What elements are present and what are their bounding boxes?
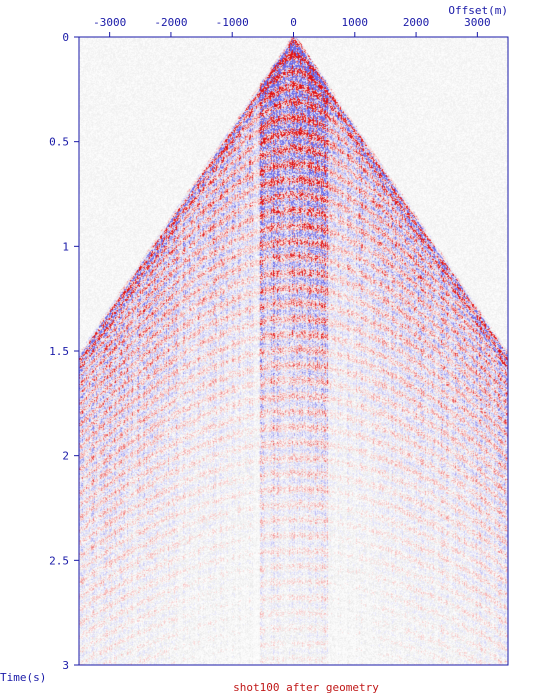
y-tick-label: 0.5 [49, 136, 69, 149]
y-tick-label: 3 [62, 659, 69, 672]
chart-title: shot100 after geometry [233, 681, 379, 694]
x-axis-label: Offset(m) [448, 4, 508, 17]
x-tick-label: 2000 [403, 16, 430, 29]
y-tick-label: 2.5 [49, 554, 69, 567]
x-tick-label: 1000 [342, 16, 369, 29]
seismic-amplitude-image [79, 37, 508, 665]
y-tick-label: 2 [62, 450, 69, 463]
seismic-amplitude-raster [79, 37, 508, 665]
y-axis-label: Time(s) [0, 671, 46, 684]
y-tick-label: 1 [62, 240, 69, 253]
y-axis-ticks: 0 0.5 1 1.5 2 2.5 3 [49, 31, 79, 672]
x-tick-label: -3000 [93, 16, 126, 29]
x-tick-label: -2000 [154, 16, 187, 29]
x-axis-ticks: -3000 -2000 -1000 0 1000 2000 3000 [93, 16, 491, 37]
y-tick-label: 1.5 [49, 345, 69, 358]
x-tick-label: 3000 [464, 16, 491, 29]
x-tick-label: -1000 [216, 16, 249, 29]
x-tick-label: 0 [290, 16, 297, 29]
y-tick-label: 0 [62, 31, 69, 44]
